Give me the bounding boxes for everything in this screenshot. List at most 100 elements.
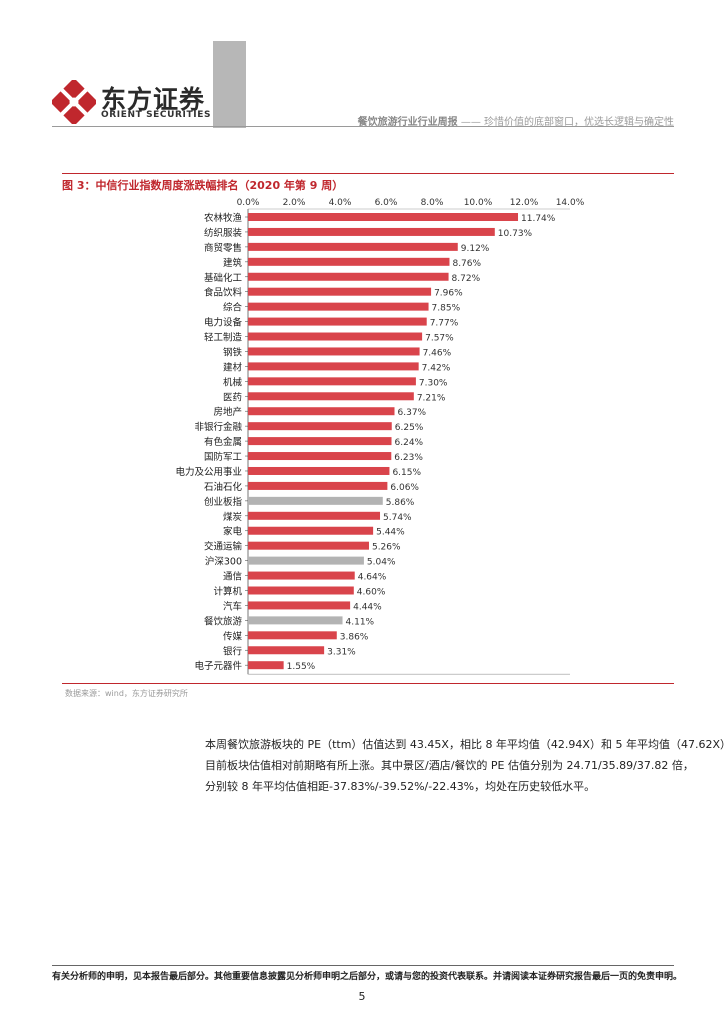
header-decor-block [213,41,246,128]
page-number: 5 [358,990,366,1003]
bar [248,213,519,221]
body-paragraph: 本周餐饮旅游板块的 PE（ttm）估值达到 43.45X，相比 8 年平均值（4… [205,734,724,797]
category-label: 电子元器件 [194,660,242,672]
category-label: 建筑 [223,257,243,269]
bar [248,526,374,535]
data-label: 3.86% [340,632,369,642]
category-label: 轻工制造 [204,332,243,344]
data-label: 7.96% [434,289,463,299]
bar [248,302,429,311]
figure-caption: 图 3：中信行业指数周度涨跌幅排名（2020 年第 9 周） [62,179,344,192]
figure-source: 数据来源：wind，东方证券研究所 [65,689,188,698]
category-label: 银行 [223,645,243,657]
data-label: 5.44% [376,528,405,538]
report-title: 餐饮旅游行业行业周报 [357,117,458,128]
orient-logo-icon [52,80,96,124]
bar [248,661,284,670]
category-label: 农林牧渔 [204,212,243,224]
figure-bottom-rule [62,683,674,684]
bar [248,317,427,326]
data-label: 7.21% [417,393,446,403]
logo-text-en: ORIENT SECURITIES [101,110,212,120]
paragraph-line-2: 目前板块估值相对前期略有所上涨。其中景区/酒店/餐饮的 PE 估值分别为 24.… [205,759,694,772]
data-label: 6.06% [390,483,419,493]
category-label: 建材 [223,361,243,373]
bar [248,481,388,490]
x-tick-label: 0.0% [237,198,260,208]
bar [248,616,343,625]
category-label: 家电 [223,526,243,538]
data-label: 6.24% [395,438,424,448]
report-subtitle: —— 珍惜价值的底部窗口，优选长逻辑与确定性 [460,117,674,128]
category-label: 计算机 [213,586,242,598]
data-label: 4.11% [346,617,375,627]
category-label: 创业板指 [204,496,243,508]
data-label: 5.04% [367,558,396,568]
bar [248,601,351,610]
data-label: 3.31% [327,647,356,657]
data-label: 4.64% [358,573,387,583]
bar [248,407,395,416]
bar [248,422,392,431]
category-label: 有色金属 [204,436,242,448]
x-tick-label: 12.0% [510,198,539,208]
data-label: 7.42% [422,363,451,373]
category-label: 餐饮旅游 [204,615,243,627]
category-label: 石油石化 [204,481,243,493]
bar [248,242,458,251]
bar [248,362,419,371]
bar [248,347,420,356]
x-tick-label: 6.0% [375,198,398,208]
footer-disclaimer: 有关分析师的申明，见本报告最后部分。其他重要信息披露见分析师申明之后部分，或请与… [52,972,683,982]
footer-divider [52,965,674,966]
data-label: 6.37% [398,408,427,418]
bar-chart: 0.0% 2.0% 4.0% 6.0% 8.0% 10.0% 12.0% 14.0% 农林牧渔 1… [175,198,585,675]
data-label: 4.44% [353,602,382,612]
category-label: 电力设备 [204,317,243,329]
category-label: 国防军工 [204,451,243,463]
data-label: 7.77% [430,319,459,329]
category-label: 食品饮料 [204,287,243,299]
data-label: 8.72% [452,274,481,284]
data-label: 5.74% [383,513,412,523]
data-label: 5.26% [372,543,401,553]
bar [248,541,369,550]
category-label: 基础化工 [204,272,243,284]
category-label: 电力及公用事业 [175,466,242,478]
data-label: 11.74% [521,214,556,224]
bar [248,466,390,475]
bar [248,646,325,655]
category-label: 纺织服装 [204,227,243,239]
category-label: 沪深300 [205,556,242,568]
data-label: 7.30% [419,378,448,388]
bar [248,227,495,236]
data-label: 10.73% [498,229,533,239]
figure-top-rule [62,173,674,174]
report-header-title: 餐饮旅游行业行业周报 —— 珍惜价值的底部窗口，优选长逻辑与确定性 [358,113,674,128]
bar [248,586,354,595]
x-tick-label: 10.0% [464,198,493,208]
category-label: 交通运输 [204,541,243,553]
category-label: 钢铁 [223,346,243,358]
category-label: 通信 [223,571,242,583]
data-label: 8.76% [452,259,481,269]
data-label: 6.23% [394,453,423,463]
bar [248,556,364,565]
data-label: 7.46% [423,348,452,358]
data-label: 6.25% [395,423,424,433]
bar [248,511,381,520]
x-tick-label: 4.0% [329,198,352,208]
data-label: 5.86% [386,498,415,508]
bar [248,332,423,341]
bar [248,272,449,281]
data-label: 4.60% [357,588,386,598]
x-tick-label: 8.0% [421,198,444,208]
logo-text-cn: 东方证券 [101,85,206,114]
bar [248,377,416,386]
data-label: 6.15% [392,468,421,478]
bar [248,392,414,401]
category-label: 房地产 [213,406,242,418]
bar [248,257,450,266]
category-label: 机械 [223,376,243,388]
bar [248,571,355,580]
